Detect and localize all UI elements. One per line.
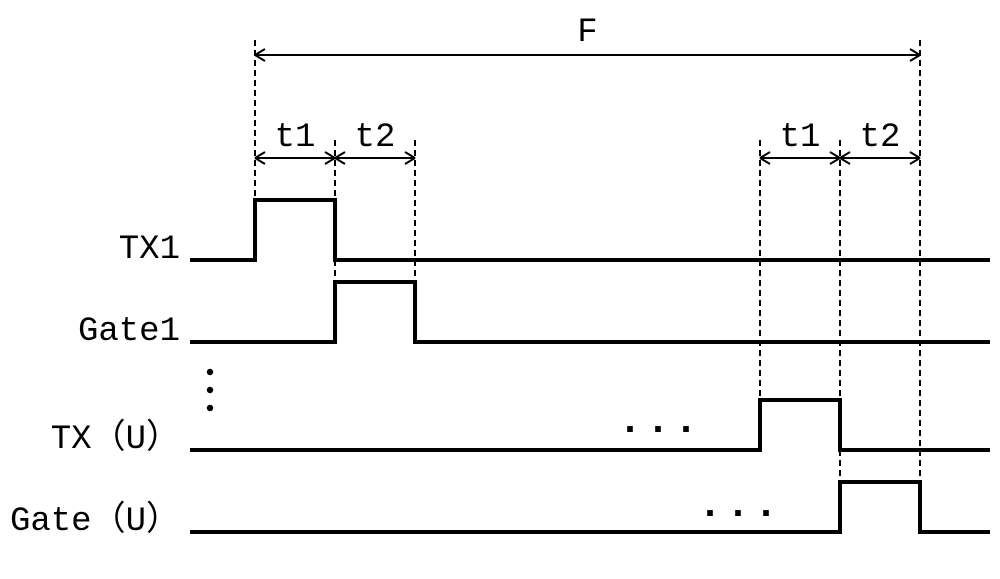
signal-tx1	[190, 200, 990, 260]
dim-label-t1-right: t1	[780, 119, 821, 157]
vertical-ellipsis-dot	[207, 369, 213, 375]
signal-txu	[190, 400, 990, 450]
signal-gateu	[190, 482, 990, 532]
dim-label-f: F	[577, 14, 597, 52]
label-gate1: Gate1	[78, 313, 180, 351]
label-tx1: TX1	[119, 231, 180, 269]
signal-gate1	[190, 282, 990, 342]
dim-label-t2-right: t2	[860, 119, 901, 157]
dim-label-t1-left: t1	[275, 119, 316, 157]
vertical-ellipsis-dot	[207, 405, 213, 411]
dim-label-t2-left: t2	[355, 119, 396, 157]
label-txu: TX（U）	[51, 418, 180, 459]
ellipsis-txu: ···	[618, 408, 702, 453]
vertical-ellipsis-dot	[207, 387, 213, 393]
label-gateu: Gate（U）	[10, 500, 180, 541]
ellipsis-gateu: ···	[698, 492, 782, 537]
